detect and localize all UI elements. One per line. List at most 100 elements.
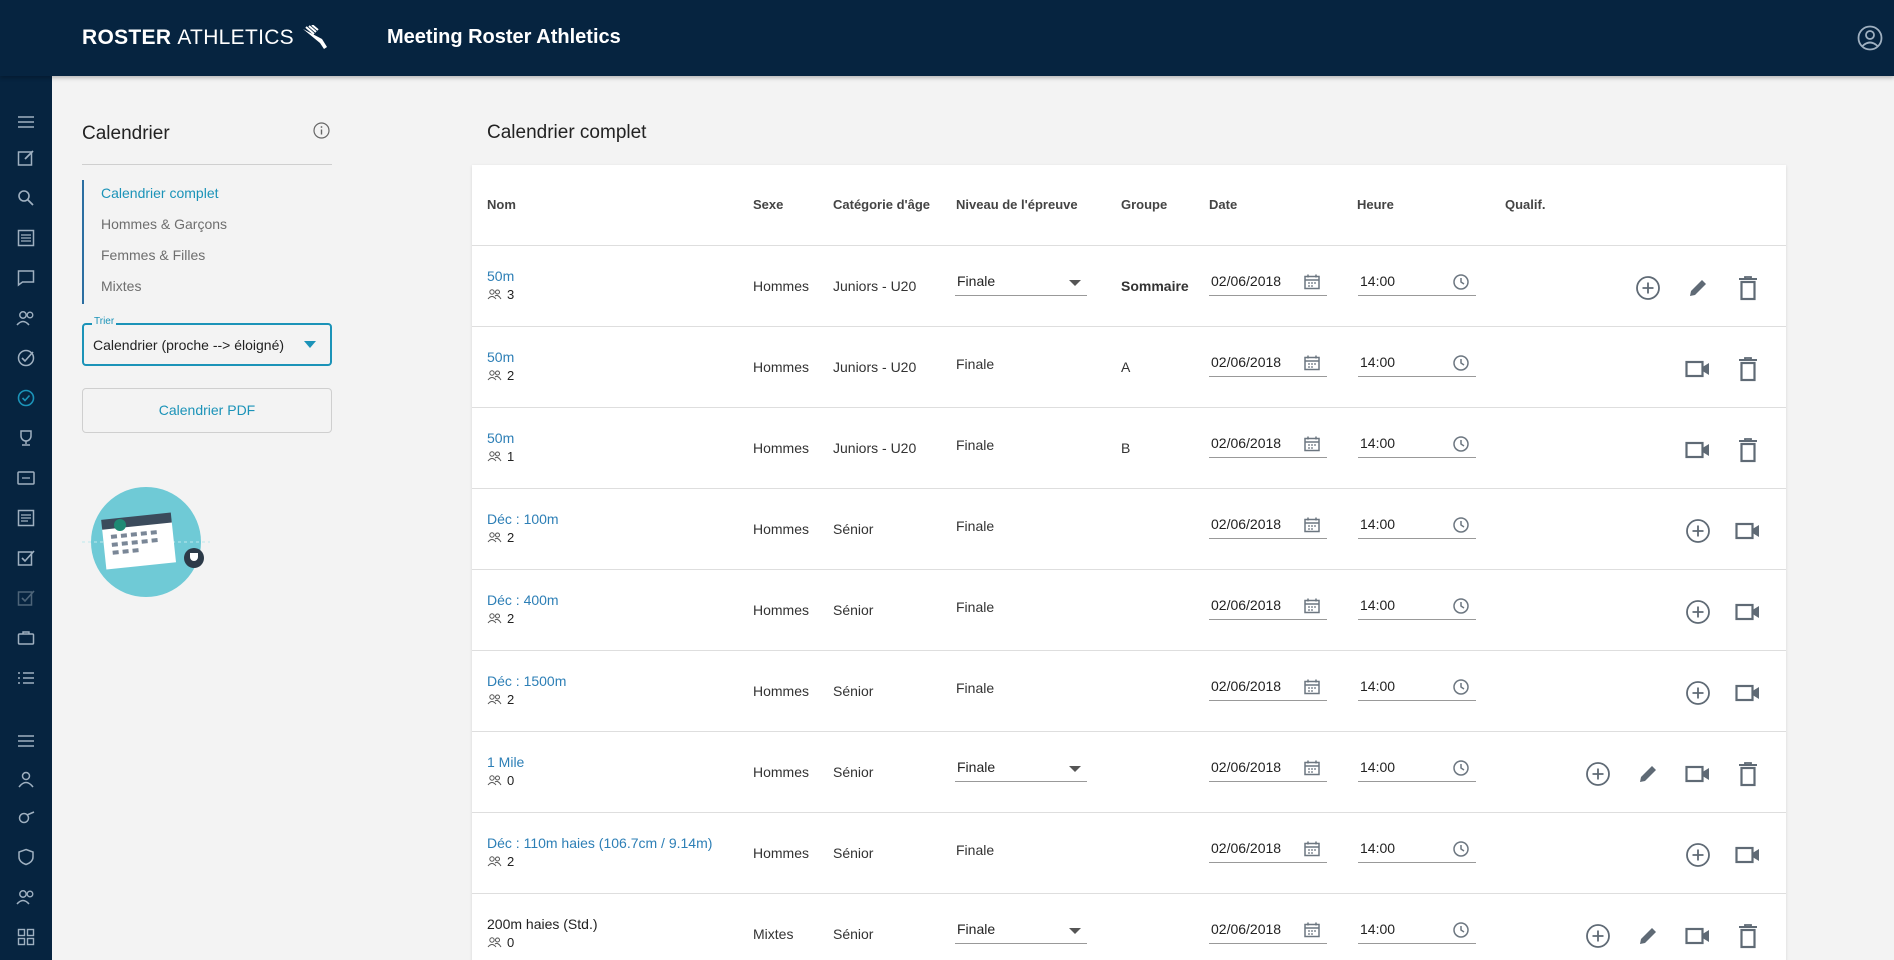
add-circle-icon[interactable] (1634, 274, 1662, 302)
scoreboard-icon[interactable] (13, 465, 39, 491)
video-camera-icon[interactable] (1734, 679, 1762, 707)
clock-icon[interactable] (1452, 435, 1470, 453)
event-name-link[interactable]: 200m haies (Std.) (487, 916, 598, 932)
event-name-link[interactable]: 50m (487, 349, 515, 365)
clock-icon[interactable] (1452, 678, 1470, 696)
time-field[interactable]: 14:00 (1358, 434, 1476, 458)
column-header-groupe[interactable]: Groupe (1121, 197, 1168, 212)
calendar-pdf-button[interactable]: Calendrier PDF (82, 388, 332, 433)
calendar-icon[interactable] (1303, 516, 1321, 534)
list-document-icon[interactable] (13, 225, 39, 251)
time-field[interactable]: 14:00 (1358, 677, 1476, 701)
clock-icon[interactable] (1452, 516, 1470, 534)
nav-item-mixtes[interactable]: Mixtes (101, 278, 142, 294)
time-field[interactable]: 14:00 (1358, 272, 1476, 296)
whistle-icon[interactable] (13, 804, 39, 830)
edit-pencil-icon[interactable] (1634, 760, 1662, 788)
calendar-icon[interactable] (1303, 435, 1321, 453)
video-camera-icon[interactable] (1684, 436, 1712, 464)
calendar-icon[interactable] (1303, 273, 1321, 291)
logo[interactable]: ROSTER ATHLETICS (82, 25, 330, 50)
apps-grid-icon[interactable] (13, 924, 39, 950)
add-circle-icon[interactable] (1684, 517, 1712, 545)
edit-pencil-icon[interactable] (1684, 274, 1712, 302)
clock-icon[interactable] (1452, 597, 1470, 615)
clock-icon[interactable] (1452, 273, 1470, 291)
time-field[interactable]: 14:00 (1358, 353, 1476, 377)
video-camera-icon[interactable] (1684, 922, 1712, 950)
check-circle-icon[interactable] (13, 345, 39, 371)
time-field[interactable]: 14:00 (1358, 839, 1476, 863)
event-name-link[interactable]: Déc : 100m (487, 511, 559, 527)
clock-icon[interactable] (1452, 921, 1470, 939)
edit-pencil-icon[interactable] (1634, 922, 1662, 950)
calendar-check-icon[interactable] (13, 385, 39, 411)
clock-icon[interactable] (1452, 840, 1470, 858)
date-field[interactable]: 02/06/2018 (1209, 596, 1327, 620)
date-field[interactable]: 02/06/2018 (1209, 677, 1327, 701)
person-icon[interactable] (13, 766, 39, 792)
date-field[interactable]: 02/06/2018 (1209, 920, 1327, 944)
nav-item-hommes-garcons[interactable]: Hommes & Garçons (101, 216, 228, 232)
nav-item-calendrier-complet[interactable]: Calendrier complet (101, 185, 219, 201)
level-select[interactable]: Finale (955, 920, 1087, 944)
briefcase-icon[interactable] (13, 625, 39, 651)
clock-icon[interactable] (1452, 759, 1470, 777)
sort-select[interactable]: Trier Calendrier (proche --> éloigné) (82, 316, 332, 366)
add-circle-icon[interactable] (1584, 760, 1612, 788)
event-name-link[interactable]: Déc : 1500m (487, 673, 567, 689)
users-icon[interactable] (13, 305, 39, 331)
clock-icon[interactable] (1452, 354, 1470, 372)
add-circle-icon[interactable] (1684, 679, 1712, 707)
level-select[interactable]: Finale (955, 272, 1087, 296)
trash-icon[interactable] (1734, 922, 1762, 950)
search-icon[interactable] (13, 185, 39, 211)
event-name-link[interactable]: 50m (487, 430, 515, 446)
calendar-icon[interactable] (1303, 597, 1321, 615)
message-icon[interactable] (13, 265, 39, 291)
event-name-link[interactable]: Déc : 400m (487, 592, 559, 608)
menu-icon-secondary[interactable] (13, 728, 39, 754)
calendar-icon[interactable] (1303, 840, 1321, 858)
event-name-link[interactable]: Déc : 110m haies (106.7cm / 9.14m) (487, 835, 713, 851)
date-field[interactable]: 02/06/2018 (1209, 515, 1327, 539)
results-list-icon[interactable] (13, 505, 39, 531)
column-header-niveau[interactable]: Niveau de l'épreuve (956, 197, 1078, 212)
column-header-sexe[interactable]: Sexe (753, 197, 784, 212)
date-field[interactable]: 02/06/2018 (1209, 353, 1327, 377)
date-field[interactable]: 02/06/2018 (1209, 434, 1327, 458)
date-field[interactable]: 02/06/2018 (1209, 272, 1327, 296)
time-field[interactable]: 14:00 (1358, 920, 1476, 944)
time-field[interactable]: 14:00 (1358, 596, 1476, 620)
nav-item-femmes-filles[interactable]: Femmes & Filles (101, 247, 206, 263)
video-camera-icon[interactable] (1684, 760, 1712, 788)
calendar-icon[interactable] (1303, 759, 1321, 777)
trophy-icon[interactable] (13, 425, 39, 451)
time-field[interactable]: 14:00 (1358, 515, 1476, 539)
date-field[interactable]: 02/06/2018 (1209, 758, 1327, 782)
add-circle-icon[interactable] (1684, 841, 1712, 869)
video-camera-icon[interactable] (1684, 355, 1712, 383)
bullet-list-icon[interactable] (13, 665, 39, 691)
add-circle-icon[interactable] (1584, 922, 1612, 950)
info-icon[interactable] (313, 122, 330, 144)
menu-icon[interactable] (13, 109, 39, 135)
calendar-icon[interactable] (1303, 354, 1321, 372)
column-header-qualif[interactable]: Qualif. (1505, 197, 1546, 212)
trash-icon[interactable] (1734, 760, 1762, 788)
trash-icon[interactable] (1734, 355, 1762, 383)
shield-icon[interactable] (13, 844, 39, 870)
calendar-icon[interactable] (1303, 921, 1321, 939)
signature-icon[interactable] (13, 585, 39, 611)
event-name-link[interactable]: 50m (487, 268, 515, 284)
date-field[interactable]: 02/06/2018 (1209, 839, 1327, 863)
video-camera-icon[interactable] (1734, 841, 1762, 869)
column-header-date[interactable]: Date (1209, 197, 1238, 212)
checkbox-icon[interactable] (13, 545, 39, 571)
calendar-icon[interactable] (1303, 678, 1321, 696)
video-camera-icon[interactable] (1734, 598, 1762, 626)
video-camera-icon[interactable] (1734, 517, 1762, 545)
event-name-link[interactable]: 1 Mile (487, 754, 525, 770)
column-header-categorie[interactable]: Catégorie d'âge (833, 197, 931, 212)
trash-icon[interactable] (1734, 436, 1762, 464)
